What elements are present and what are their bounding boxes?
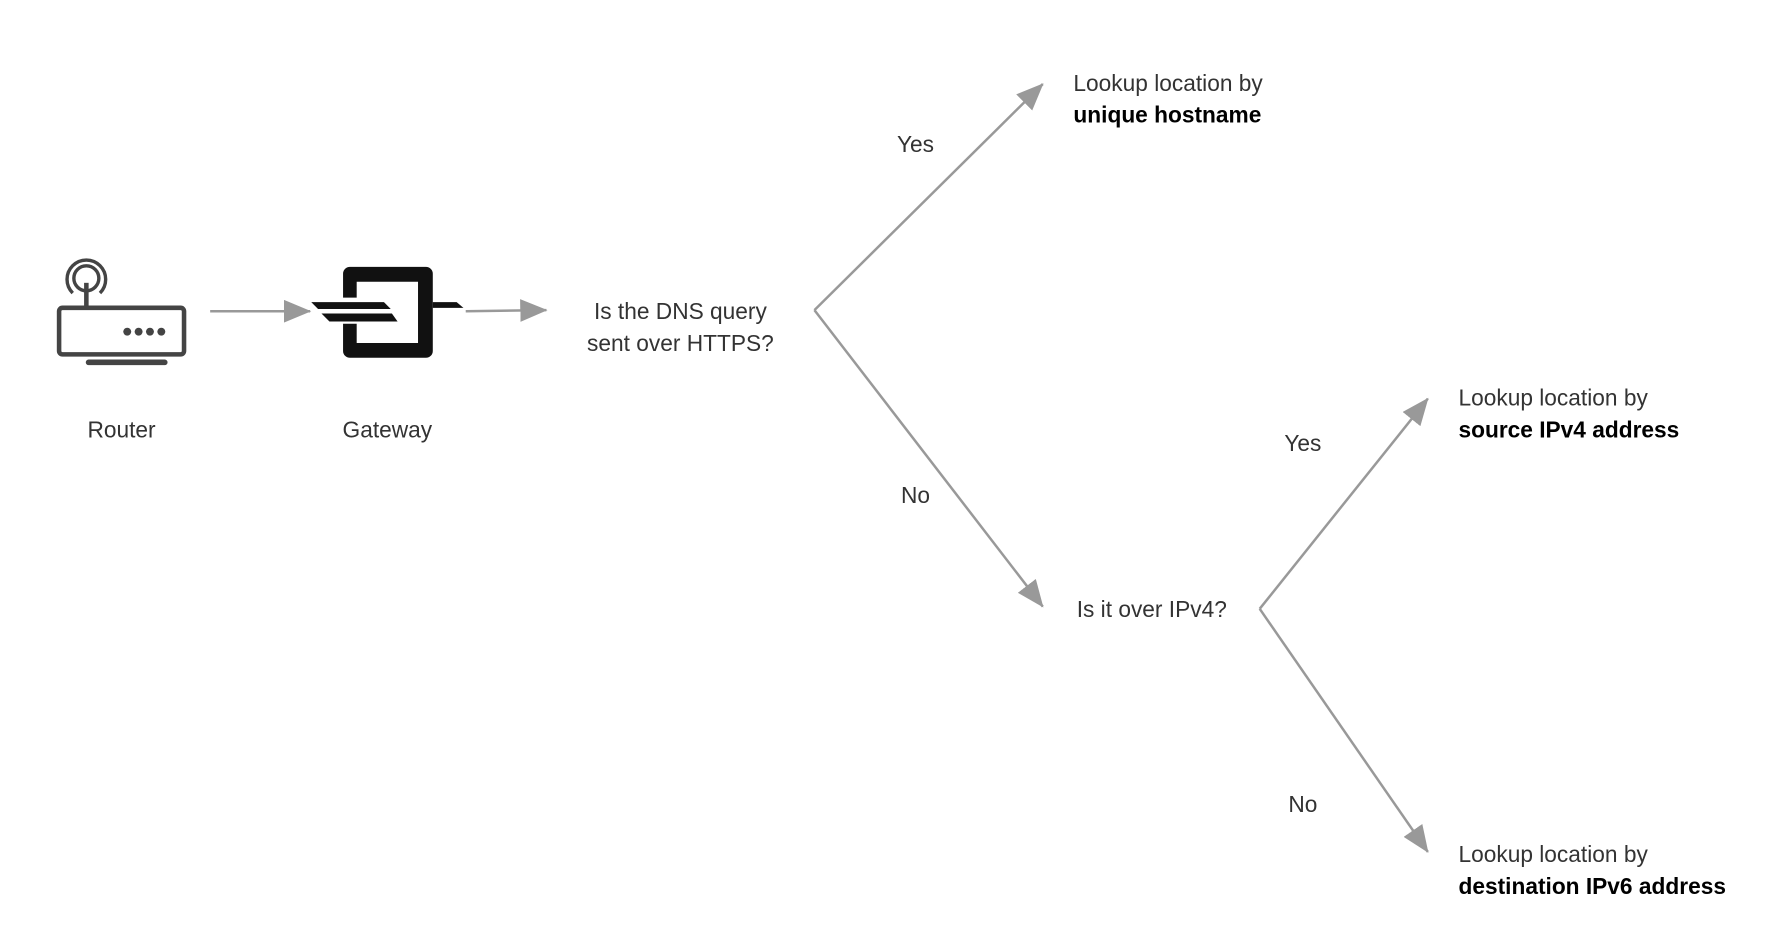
r1-line2: unique hostname (1073, 102, 1261, 128)
edge-q2-no (1258, 608, 1429, 853)
q1-no-label: No (901, 482, 930, 508)
r1-line1: Lookup location by (1073, 70, 1263, 96)
r2-line2: source IPv4 address (1458, 416, 1679, 442)
router-icon (56, 258, 187, 366)
edge-q1-no (813, 309, 1044, 608)
router-label: Router (87, 416, 156, 442)
gateway-label: Gateway (343, 416, 433, 442)
edge-q1-yes (813, 83, 1044, 311)
q2-line1: Is it over IPv4? (1077, 596, 1227, 622)
q1-line1: Is the DNS query (594, 298, 768, 324)
q2-no-label: No (1288, 791, 1317, 817)
q1-line2: sent over HTTPS? (587, 330, 774, 356)
gateway-icon (311, 266, 464, 358)
r2-line1: Lookup location by (1458, 385, 1648, 411)
edge-gateway-q1 (465, 299, 548, 322)
q2-yes-label: Yes (1284, 430, 1321, 456)
r3-line1: Lookup location by (1458, 841, 1648, 867)
r3-line2: destination IPv6 address (1458, 873, 1725, 899)
q1-yes-label: Yes (897, 131, 934, 157)
edge-q2-yes (1258, 397, 1429, 610)
